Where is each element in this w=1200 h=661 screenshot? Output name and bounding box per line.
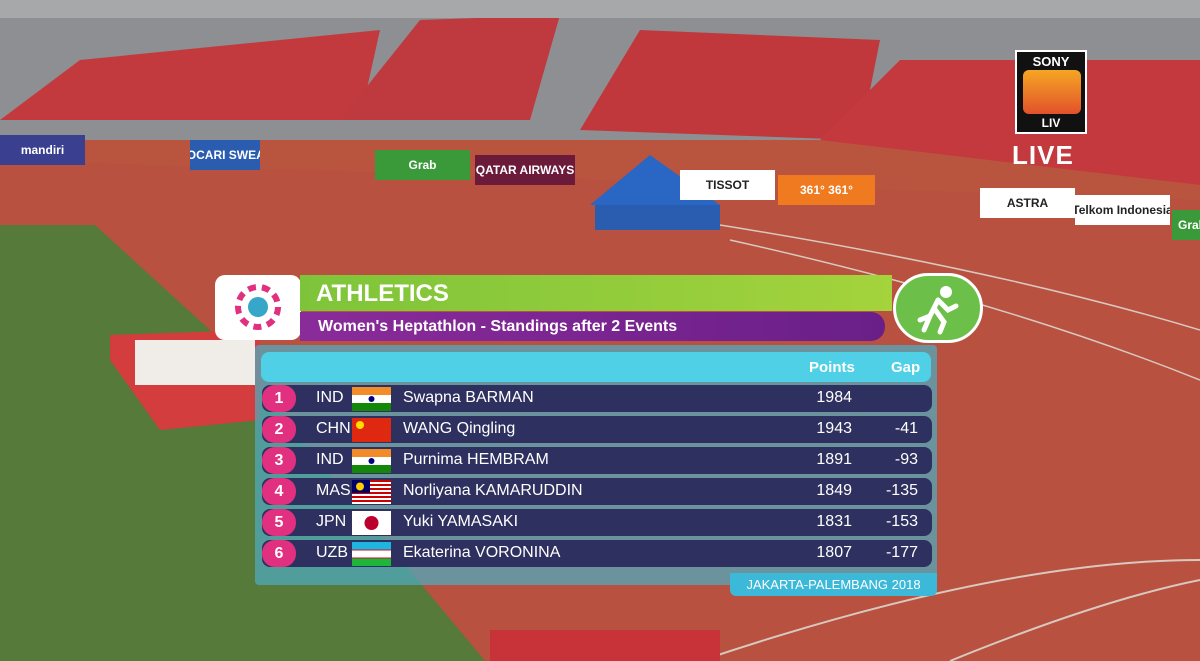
games-emblem bbox=[235, 284, 281, 330]
subtitle-bar: Women's Heptathlon - Standings after 2 E… bbox=[300, 312, 885, 341]
brand-sub: LIV bbox=[1041, 116, 1061, 130]
athlete-name: Norliyana KAMARUDDIN bbox=[403, 482, 583, 499]
points: 1891 bbox=[816, 451, 852, 468]
points: 1831 bbox=[816, 513, 852, 530]
sponsor-board: Grab bbox=[1172, 210, 1200, 240]
athlete-name: Ekaterina VORONINA bbox=[403, 544, 561, 561]
athlete-name: WANG Qingling bbox=[403, 420, 516, 437]
flag bbox=[352, 418, 391, 442]
standings-row: 3 IND Purnima HEMBRAM 1891 -93 bbox=[262, 447, 932, 474]
sponsor-board: 361° 361° bbox=[778, 175, 875, 205]
standings-row: 2 CHN WANG Qingling 1943 -41 bbox=[262, 416, 932, 443]
rank-badge: 1 bbox=[262, 385, 296, 412]
country-flag bbox=[352, 542, 391, 566]
sponsor-board: TISSOT bbox=[680, 170, 775, 200]
points: 1807 bbox=[816, 544, 852, 561]
column-label: Points bbox=[809, 359, 855, 376]
runner-icon bbox=[917, 286, 959, 335]
flag bbox=[352, 387, 391, 411]
rank-badge: 3 bbox=[262, 447, 296, 474]
athlete-name: Yuki YAMASAKI bbox=[403, 513, 519, 530]
games-logo bbox=[215, 275, 301, 340]
flag bbox=[352, 542, 391, 566]
country-flag bbox=[352, 418, 391, 442]
rank-badge: 5 bbox=[262, 509, 296, 536]
athlete-name: Purnima HEMBRAM bbox=[403, 451, 549, 468]
sport-title: ATHLETICS bbox=[316, 280, 449, 307]
column-header: Points Gap bbox=[261, 352, 931, 382]
gap: -93 bbox=[894, 451, 918, 468]
sony-liv-logo: SONY LIV bbox=[1015, 50, 1087, 134]
gap: -41 bbox=[894, 420, 918, 437]
logo-mark bbox=[1023, 70, 1081, 114]
sponsor-board: ASTRA bbox=[980, 188, 1075, 218]
country-code: JPN bbox=[316, 513, 347, 530]
points: 1849 bbox=[816, 482, 852, 499]
sponsor-board: mandiri bbox=[0, 135, 85, 165]
subtitle: Women's Heptathlon - Standings after 2 E… bbox=[318, 318, 678, 335]
country-code: CHN bbox=[316, 420, 351, 437]
footer-text: JAKARTA-PALEMBANG 2018 bbox=[746, 577, 921, 592]
country-code: UZB bbox=[316, 544, 348, 561]
standings-panel: Points Gap 1 IND Swapna BARMAN 1984 2 CHN WANG… bbox=[255, 345, 937, 585]
standings-row: 4 MAS Norliyana KAMARUDDIN 1849 -135 bbox=[262, 478, 932, 505]
points: 1943 bbox=[816, 420, 852, 437]
standings-row: 1 IND Swapna BARMAN 1984 bbox=[262, 385, 932, 412]
sport-icon bbox=[893, 273, 983, 343]
country-flag bbox=[352, 511, 391, 535]
country-flag bbox=[352, 387, 391, 411]
column-label: Gap bbox=[891, 359, 921, 376]
rank-badge: 2 bbox=[262, 416, 296, 443]
athlete-name: Swapna BARMAN bbox=[403, 389, 534, 406]
country-code: IND bbox=[316, 389, 344, 406]
rank-badge: 4 bbox=[262, 478, 296, 505]
gap: -153 bbox=[885, 513, 918, 530]
sponsor-board: Grab bbox=[375, 150, 470, 180]
footer-bar: JAKARTA-PALEMBANG 2018 bbox=[730, 573, 937, 596]
standings-row: 6 UZB Ekaterina VORONINA 1807 -177 bbox=[262, 540, 932, 567]
sponsor-board: POCARI SWEAT bbox=[190, 140, 260, 170]
sponsor-board: QATAR AIRWAYS bbox=[475, 155, 575, 185]
country-code: MAS bbox=[316, 482, 351, 499]
country-code: IND bbox=[316, 451, 344, 468]
flag bbox=[352, 480, 391, 504]
rank-badge: 6 bbox=[262, 540, 296, 567]
country-flag bbox=[352, 449, 391, 473]
flag bbox=[352, 449, 391, 473]
brand: SONY bbox=[1032, 54, 1070, 69]
sport-bar: ATHLETICS bbox=[300, 275, 892, 311]
live-label: LIVE bbox=[1012, 140, 1074, 170]
points: 1984 bbox=[816, 389, 852, 406]
gap: -135 bbox=[885, 482, 918, 499]
standings-row: 5 JPN Yuki YAMASAKI 1831 -153 bbox=[262, 509, 932, 536]
sponsor-board: Telkom Indonesia bbox=[1075, 195, 1170, 225]
flag bbox=[352, 511, 391, 535]
gap: -177 bbox=[885, 544, 918, 561]
country-flag bbox=[352, 480, 391, 504]
